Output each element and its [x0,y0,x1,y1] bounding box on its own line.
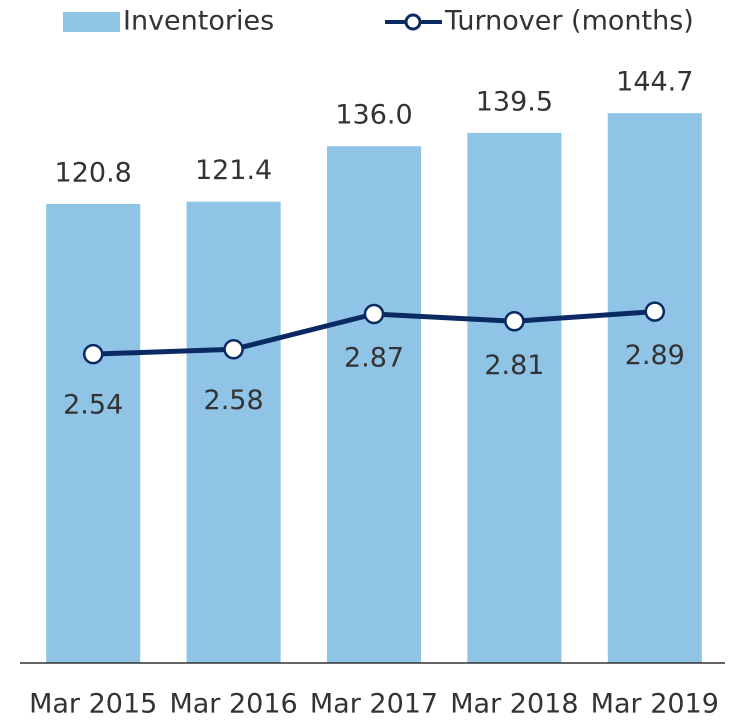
bar [186,201,281,663]
line-marker [223,339,244,360]
line-marker [644,301,666,322]
legend-swatch [63,12,120,32]
bar [607,113,702,663]
bar [467,132,562,663]
line-marker [82,343,104,365]
line-value-label: 2.87 [344,343,404,374]
bar-value-label: 120.8 [55,157,132,188]
line-marker [504,311,525,332]
bar [46,203,141,663]
bar-value-label: 144.7 [616,67,693,98]
legend-label: Turnover (months) [444,6,694,37]
line-value-label: 2.58 [204,385,264,416]
line-value-label: 2.54 [63,390,123,421]
line-value-label: 2.89 [625,340,685,371]
bar [326,146,422,663]
bar-value-label: 139.5 [476,86,553,117]
legend-label: Inventories [123,6,274,37]
bar-value-label: 136.0 [335,100,412,131]
line-marker [363,303,385,325]
x-tick-label: Mar 2016 [169,689,297,720]
legend-marker [404,13,422,31]
x-tick-label: Mar 2017 [310,689,438,720]
line-value-label: 2.81 [484,350,544,381]
bar-value-label: 121.4 [195,155,272,186]
x-tick-label: Mar 2019 [591,689,719,720]
x-tick-label: Mar 2018 [450,689,578,720]
x-tick-label: Mar 2015 [29,689,157,720]
